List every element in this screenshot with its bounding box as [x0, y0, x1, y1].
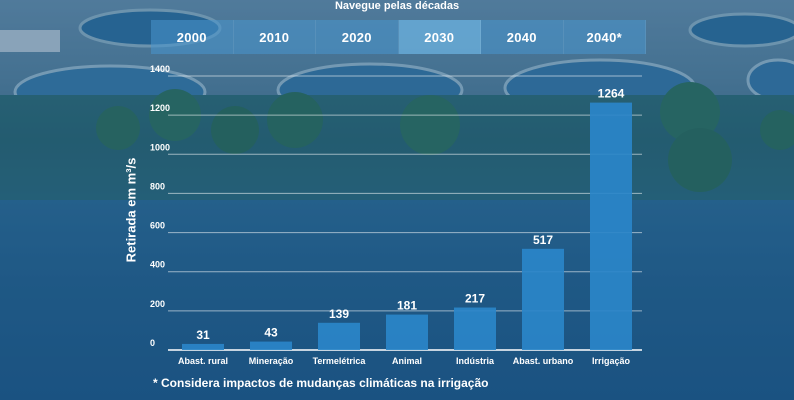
decade-tab-2000[interactable]: 2000	[151, 20, 234, 54]
bar-3	[318, 322, 360, 350]
x-tick-label-1: Abast. rural	[178, 356, 228, 366]
bar-6	[522, 248, 564, 350]
y-tick-label-200: 200	[150, 299, 165, 309]
bar-4	[386, 314, 428, 350]
data-label-3: 139	[329, 307, 349, 321]
x-tick-label-4: Animal	[392, 356, 422, 366]
bar-5	[454, 307, 496, 350]
background-water	[0, 200, 794, 400]
decade-tab-2020[interactable]: 2020	[316, 20, 399, 54]
y-tick-label-1200: 1200	[150, 103, 170, 113]
decade-navigation-title: Navegue pelas décadas	[334, 0, 460, 12]
x-tick-label-5: Indústria	[456, 356, 495, 366]
y-axis-title: Retirada em m³/s	[123, 157, 139, 263]
data-label-5: 217	[465, 292, 485, 306]
decade-tab-2040-climate[interactable]: 2040*	[564, 20, 646, 54]
y-tick-label-400: 400	[150, 260, 165, 270]
labels-layer: 0 200 400 600 800 1000 1200 1400 31 Abast. rural 4…	[150, 64, 631, 366]
x-tick-label-3: Termelétrica	[313, 356, 367, 366]
bar-2	[250, 341, 292, 350]
footnote: * Considera impactos de mudanças climáti…	[153, 376, 489, 390]
decade-tab-bar: 2000 2010 2020 2030 2040 2040*	[151, 20, 646, 54]
data-label-4: 181	[397, 299, 417, 313]
y-tick-label-600: 600	[150, 221, 165, 231]
decade-tab-2030[interactable]: 2030	[398, 20, 481, 54]
x-tick-label-6: Abast. urbano	[513, 356, 574, 366]
decade-tab-2040[interactable]: 2040	[481, 20, 564, 54]
y-tick-label-1400: 1400	[150, 64, 170, 74]
decade-tab-2010[interactable]: 2010	[234, 20, 316, 54]
x-tick-label-7: Irrigação	[592, 356, 631, 366]
bars-layer	[182, 102, 632, 350]
x-tick-label-2: Mineração	[249, 356, 294, 366]
data-label-6: 517	[533, 233, 553, 247]
bar-1	[182, 343, 224, 350]
data-label-7: 1264	[598, 87, 625, 101]
y-tick-label-0: 0	[150, 338, 155, 348]
data-label-2: 43	[264, 326, 278, 340]
y-tick-label-1000: 1000	[150, 142, 170, 152]
bar-7	[590, 102, 632, 350]
y-tick-label-800: 800	[150, 181, 165, 191]
data-label-1: 31	[196, 328, 210, 342]
